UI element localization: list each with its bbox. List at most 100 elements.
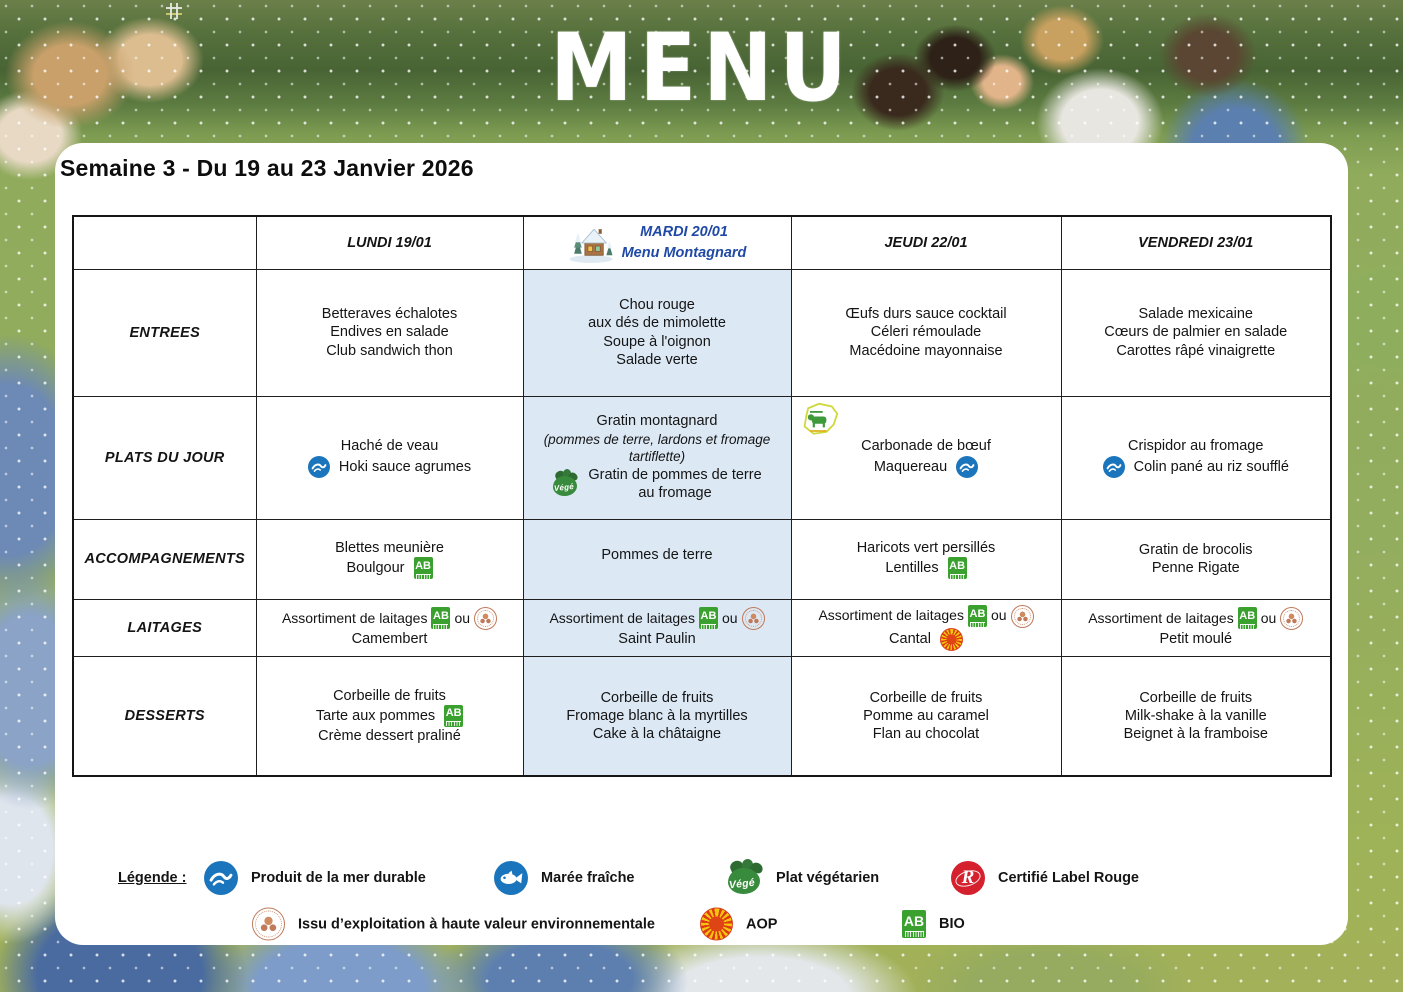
menu-item: Petit moulé: [1159, 630, 1233, 647]
menu-item: Haricots vert persillés: [856, 539, 996, 556]
menu-item: Haché de veau: [340, 438, 439, 455]
menu-item: Boulgour AB: [346, 557, 433, 580]
hve-icon: [741, 606, 765, 630]
menu-item: Assortiment de laitages AB ou: [1088, 606, 1304, 630]
menu-item: Pomme au caramel: [863, 707, 989, 724]
table-header-row: LUNDI 19/01: [72, 215, 1332, 270]
menu-item: Colin pané au riz soufflé: [1102, 455, 1289, 478]
day-header-tuesday: MARDI 20/01 Menu Montagnard: [522, 215, 792, 270]
cell-desserts-tuesday: Corbeille de fruits Fromage blanc à la m…: [522, 655, 792, 777]
menu-item: Assortiment de laitages AB ou: [549, 606, 765, 630]
menu-item: Assortiment de laitages AB ou: [818, 604, 1034, 628]
row-accomp: ACCOMPAGNEMENTS Blettes meunière Boulgou…: [72, 518, 1332, 600]
cell-laitages-thursday: Assortiment de laitages AB ou Cantal: [790, 598, 1062, 657]
menu-banner-title: MENU: [549, 14, 854, 123]
menu-item: Crème dessert praliné: [318, 727, 461, 744]
snowy-chalet-icon: [568, 223, 614, 263]
menu-item: Betteraves échalotes: [321, 306, 458, 323]
menu-item: Saint Paulin: [618, 630, 696, 647]
menu-item: Œufs durs sauce cocktail: [845, 306, 1007, 323]
organic-ab-icon: AB: [947, 557, 967, 580]
cell-accomp-monday: Blettes meunière Boulgour AB: [255, 518, 524, 600]
hve-icon: [474, 606, 498, 630]
menu-item: Soupe à l'oignon: [603, 333, 711, 350]
aop-icon: [939, 627, 963, 651]
cell-entrees-tuesday: Chou rouge aux dés de mimolette Soupe à …: [522, 268, 792, 397]
cell-plats-friday: Crispidor au fromage Colin pané au riz s…: [1060, 395, 1332, 520]
cell-entrees-monday: Betteraves échalotes Endives en salade C…: [255, 268, 524, 397]
row-label-laitages: LAITAGES: [72, 598, 257, 657]
cell-plats-thursday: Carbonade de bœuf Maquereau: [790, 395, 1062, 520]
day-header-tuesday-label: MARDI 20/01: [640, 223, 728, 240]
menu-item: Corbeille de fruits: [600, 689, 714, 706]
row-label-plats: PLATS DU JOUR: [72, 395, 257, 520]
menu-item: Cœurs de palmier en salade: [1104, 324, 1288, 341]
sustainable-seafood-icon: [956, 455, 979, 478]
organic-ab-icon: AB: [1237, 607, 1257, 630]
organic-ab-icon: AB: [413, 557, 433, 580]
menu-item: Maquereau: [874, 455, 979, 478]
menu-item: Cake à la châtaigne: [592, 725, 722, 742]
cell-accomp-thursday: Haricots vert persillés Lentilles AB: [790, 518, 1062, 600]
cell-accomp-friday: Gratin de brocolis Penne Rigate: [1060, 518, 1332, 600]
menu-item: Corbeille de fruits: [333, 687, 446, 704]
row-label-entrees: ENTREES: [72, 268, 257, 397]
sustainable-seafood-icon: [1102, 455, 1125, 478]
menu-item: Milk-shake à la vanille: [1124, 707, 1267, 724]
menu-item: Corbeille de fruits: [1139, 689, 1253, 706]
menu-table: LUNDI 19/01: [72, 215, 1332, 777]
cell-plats-tuesday: Gratin montagnard (pommes de terre, lard…: [522, 395, 792, 520]
menu-item: Camembert: [351, 630, 428, 647]
row-plats: PLATS DU JOUR Haché de veau Hoki sauce a…: [72, 395, 1332, 520]
legend-item-vegetarian: Végé Plat végétarien: [727, 858, 879, 895]
row-laitages: LAITAGES Assortiment de laitages AB ou C…: [72, 598, 1332, 657]
menu-item: Macédoine mayonnaise: [849, 342, 1003, 359]
menu-item: Hoki sauce agrumes: [307, 455, 471, 478]
cell-laitages-friday: Assortiment de laitages AB ou Petit moul…: [1060, 598, 1332, 657]
menu-item: Gratin de brocolis: [1138, 541, 1253, 558]
legend-item-hve: Issu d’exploitation à haute valeur envir…: [252, 907, 655, 941]
menu-item: Flan au chocolat: [872, 725, 980, 742]
menu-item: Salade mexicaine: [1138, 306, 1253, 323]
menu-item: Endives en salade: [330, 324, 449, 341]
aop-icon: [700, 907, 733, 941]
organic-ab-icon: AB: [431, 607, 451, 630]
legend-item-label-rouge: R Certifié Label Rouge: [951, 861, 1139, 895]
cell-desserts-monday: Corbeille de fruits Tarte aux pommes AB …: [255, 655, 524, 777]
menu-item: Beignet à la framboise: [1123, 725, 1268, 742]
cell-desserts-thursday: Corbeille de fruits Pomme au caramel Fla…: [790, 655, 1062, 777]
cell-plats-monday: Haché de veau Hoki sauce agrumes: [255, 395, 524, 520]
menu-item: Végé Gratin de pommes de terre au fromag…: [552, 467, 762, 502]
vegetarian-icon: Végé: [727, 858, 765, 895]
hve-icon: [252, 907, 285, 941]
cell-entrees-friday: Salade mexicaine Cœurs de palmier en sal…: [1060, 268, 1332, 397]
cell-accomp-tuesday: Pommes de terre: [522, 518, 792, 600]
menu-item: Blettes meunière: [335, 539, 444, 556]
sustainable-seafood-icon: [307, 455, 330, 478]
menu-item: Cantal: [889, 627, 963, 651]
row-desserts: DESSERTS Corbeille de fruits Tarte aux p…: [72, 655, 1332, 777]
organic-ab-icon: AB: [444, 704, 464, 727]
menu-item: Salade verte: [616, 351, 698, 368]
menu-item: Tarte aux pommes AB: [316, 704, 464, 727]
menu-item: Céleri rémoulade: [870, 324, 982, 341]
menu-item: Crispidor au fromage: [1128, 438, 1264, 455]
row-label-accomp: ACCOMPAGNEMENTS: [72, 518, 257, 600]
legend-title: Légende :: [118, 870, 187, 886]
menu-item: Chou rouge aux dés de mimolette: [588, 297, 726, 332]
menu-item: Assortiment de laitages AB ou: [282, 606, 498, 630]
menu-item: Club sandwich thon: [326, 342, 453, 359]
label-rouge-icon: R: [951, 861, 985, 895]
legend-item-sea: Produit de la mer durable: [204, 861, 426, 895]
menu-item: Corbeille de fruits: [869, 689, 983, 706]
legend-item-aop: AOP: [700, 907, 777, 941]
row-entrees: ENTREES Betteraves échalotes Endives en …: [72, 268, 1332, 397]
local-origin-logo: [799, 401, 841, 441]
menu-item: Penne Rigate: [1151, 560, 1240, 576]
cell-laitages-monday: Assortiment de laitages AB ou Camembert: [255, 598, 524, 657]
organic-ab-icon: AB: [902, 910, 926, 938]
week-title: Semaine 3 - Du 19 au 23 Janvier 2026: [60, 155, 474, 181]
grid-handle-icon: [166, 3, 182, 19]
hve-icon: [1010, 604, 1034, 628]
vegetarian-icon: Végé: [552, 468, 580, 497]
